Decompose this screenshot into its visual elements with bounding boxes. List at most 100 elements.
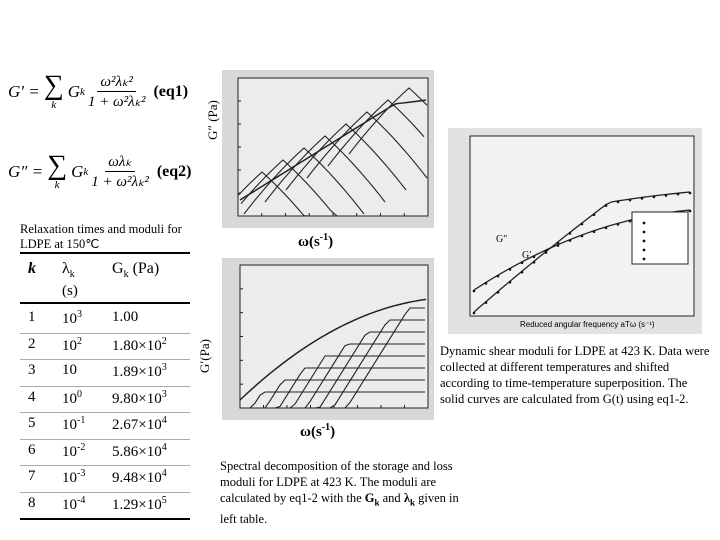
table-cell: 102 xyxy=(62,336,82,355)
text-run: 10 xyxy=(62,417,77,433)
text-run: and xyxy=(379,491,404,505)
scan-dot xyxy=(628,219,632,223)
subscript: k xyxy=(69,269,75,281)
master-x-label: Reduced angular frequency aTω (s⁻¹) xyxy=(520,320,655,329)
text-run: 8 xyxy=(28,494,36,511)
scan-dot xyxy=(676,192,680,196)
loss-y-label: G″ (Pa) xyxy=(205,100,220,140)
sum-block: ∑ k xyxy=(47,149,68,191)
header-cell: Gk (Pa) xyxy=(112,260,159,280)
superscript: -2 xyxy=(77,441,86,453)
table-cell: 100 xyxy=(62,389,82,408)
sum-sign: ∑ xyxy=(43,69,64,101)
coefficient: G xyxy=(67,81,80,101)
superscript: -3 xyxy=(77,468,86,479)
header-unit: (s) xyxy=(62,283,78,299)
sum-block: ∑ k xyxy=(43,69,64,111)
scan-dot xyxy=(484,282,488,285)
rule xyxy=(20,302,190,304)
scan-dot xyxy=(642,230,646,234)
coefficient: G xyxy=(71,161,84,181)
sum-index: k xyxy=(54,178,60,191)
table-cell: 9.80×103 xyxy=(112,389,167,408)
scan-dot xyxy=(642,257,646,261)
table-cell: 1 xyxy=(28,309,36,326)
superscript: 2 xyxy=(77,335,82,347)
scan-dot xyxy=(616,200,620,204)
scan-dot xyxy=(532,255,536,259)
subscript: k xyxy=(123,269,129,281)
text-run: 1.80×10 xyxy=(112,337,162,354)
scan-dot xyxy=(568,232,572,235)
numerator: ω²λₖ² xyxy=(97,72,136,92)
scan-dot xyxy=(556,244,560,247)
text-run: 2 xyxy=(28,335,36,352)
text-run: 1.29×10 xyxy=(112,496,162,513)
scan-dot xyxy=(580,234,584,238)
table-cell: 10-3 xyxy=(62,468,85,487)
table-cell: 3 xyxy=(28,362,36,379)
numerator: ωλₖ xyxy=(105,152,135,172)
scan-dot xyxy=(556,241,560,245)
text-run: 10 xyxy=(62,362,77,378)
spectral-caption: Spectral decomposition of the storage an… xyxy=(220,458,460,527)
rule xyxy=(20,465,190,466)
bold-subscript: k xyxy=(409,497,415,508)
superscript: -1 xyxy=(77,415,86,426)
text-run: 1 xyxy=(28,309,36,325)
text-run: 2.67×10 xyxy=(112,417,162,433)
text-run: Spectral decomposition of the storage an… xyxy=(220,459,453,505)
curve-label: G″ xyxy=(496,234,508,245)
text-run: 10 xyxy=(62,337,77,354)
scan-dot xyxy=(508,280,512,284)
table-cell: 1.00 xyxy=(112,309,138,326)
rule xyxy=(20,491,190,493)
scan-dot xyxy=(664,194,668,197)
rule xyxy=(20,252,190,254)
superscript: 0 xyxy=(77,388,82,400)
scan-dot xyxy=(604,204,608,207)
table-cell: 1.29×105 xyxy=(112,495,167,514)
text-run: 10 xyxy=(62,470,77,486)
text-run: k xyxy=(28,260,36,277)
scan-dot xyxy=(580,222,584,226)
superscript: 5 xyxy=(161,494,167,506)
scan-dot xyxy=(496,291,500,294)
text-run: 5.86×10 xyxy=(112,443,162,460)
sum-sign: ∑ xyxy=(47,149,68,181)
text-run: 5 xyxy=(28,415,36,431)
text-run: 4 xyxy=(28,388,36,405)
scan-dot xyxy=(472,289,476,293)
scan-dot xyxy=(642,239,646,243)
superscript: 4 xyxy=(161,468,167,479)
rule xyxy=(20,438,190,440)
storage-x-label: ω(s-1) xyxy=(300,422,335,441)
bold-subscript: k xyxy=(374,497,380,508)
superscript: 4 xyxy=(161,441,167,453)
table-cell: 5.86×104 xyxy=(112,442,167,461)
scan-dot xyxy=(520,270,524,274)
table-cell: 103 xyxy=(62,309,82,328)
scan-dot xyxy=(592,213,596,217)
superscript: -1 xyxy=(319,232,329,243)
scan-curve xyxy=(240,307,425,409)
table-cell: 9.48×104 xyxy=(112,468,167,487)
scan-dot xyxy=(688,191,692,195)
superscript: 3 xyxy=(161,362,167,373)
scan-curve xyxy=(327,99,425,167)
table-cell: 10-4 xyxy=(62,495,85,514)
table-cell: 8 xyxy=(28,495,36,512)
text-run: 1.89×10 xyxy=(112,364,162,380)
denominator: 1 + ω²λₖ² xyxy=(91,174,149,190)
scan-dot xyxy=(496,274,500,278)
table-cell: 1.80×102 xyxy=(112,336,167,355)
fraction: ω²λₖ² 1 + ω²λₖ² xyxy=(88,72,146,111)
text-run: 10 xyxy=(62,496,77,513)
loss-x-label: ω(s-1) xyxy=(298,232,333,251)
rule xyxy=(20,332,190,334)
scan-dot xyxy=(652,195,656,199)
text-run: ) xyxy=(328,234,334,250)
text-run: 10 xyxy=(62,390,77,407)
